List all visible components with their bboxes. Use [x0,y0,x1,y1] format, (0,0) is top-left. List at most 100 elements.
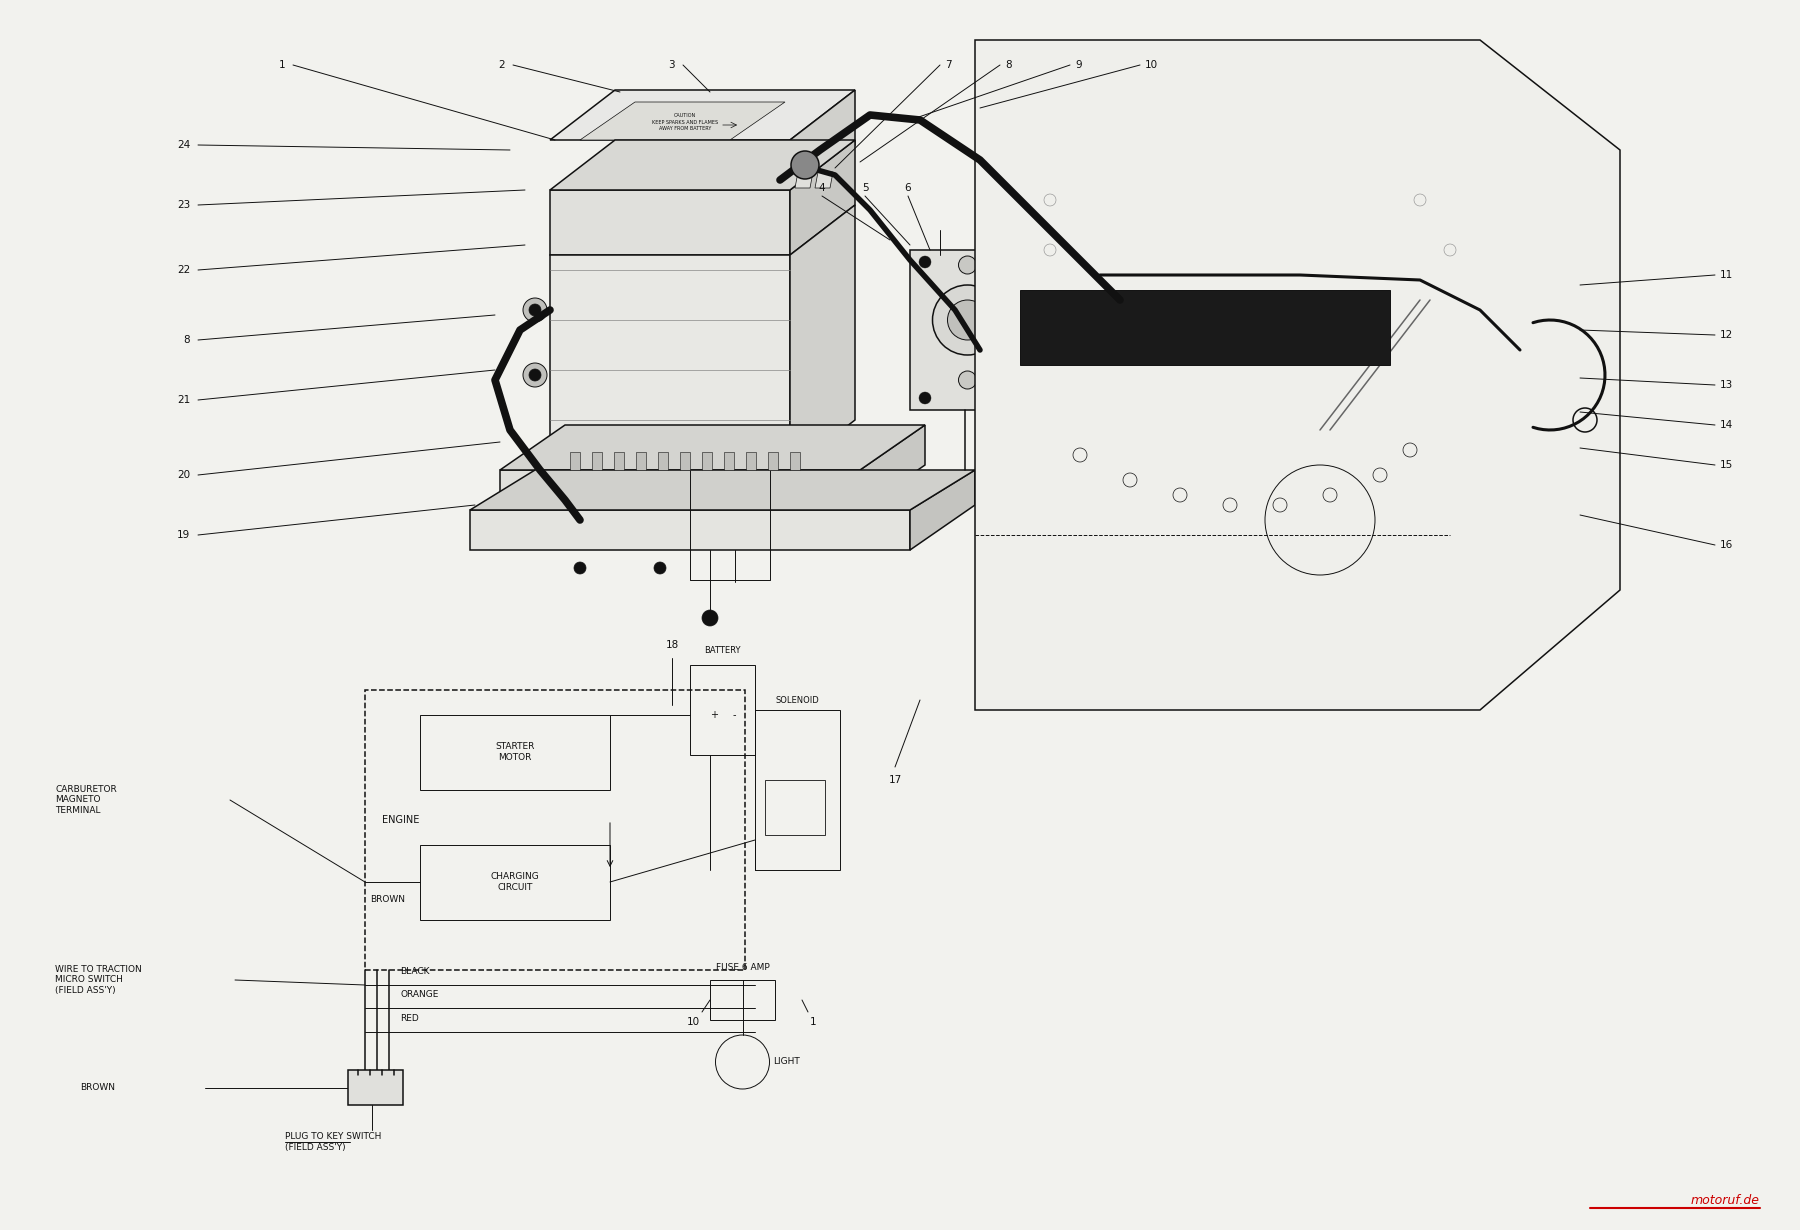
Text: 19: 19 [176,530,191,540]
Circle shape [702,610,718,626]
Text: FUSE 6 AMP: FUSE 6 AMP [716,963,769,972]
Bar [765,780,824,835]
Text: 12: 12 [1721,330,1733,339]
Text: 15: 15 [1721,460,1733,470]
Text: LIGHT: LIGHT [772,1058,799,1066]
Circle shape [524,363,547,387]
Circle shape [529,304,542,316]
Bar [754,710,841,870]
Bar [659,451,668,470]
Text: BROWN: BROWN [79,1084,115,1092]
Circle shape [529,369,542,381]
Polygon shape [500,470,860,510]
Bar [702,451,713,470]
Bar [614,451,625,470]
Text: 13: 13 [1721,380,1733,390]
Polygon shape [790,140,855,255]
Circle shape [1004,256,1015,268]
Text: 20: 20 [176,470,191,480]
Circle shape [920,256,931,268]
Polygon shape [580,102,785,140]
Circle shape [653,562,666,574]
Polygon shape [796,172,814,188]
Text: 23: 23 [176,200,191,210]
Circle shape [790,151,819,180]
Text: BLACK: BLACK [400,967,430,975]
Bar [365,690,745,970]
Text: 7: 7 [945,60,952,70]
Text: RED: RED [400,1014,419,1023]
Text: SOLENOID: SOLENOID [776,695,819,705]
Text: 14: 14 [1721,419,1733,430]
Polygon shape [976,41,1620,710]
Circle shape [947,300,988,339]
Text: 2: 2 [499,60,506,70]
Text: BROWN: BROWN [371,895,405,904]
Text: 4: 4 [819,183,826,193]
Polygon shape [790,90,855,189]
Text: 8: 8 [1004,60,1012,70]
Text: +: + [709,710,718,720]
Polygon shape [790,205,855,470]
Circle shape [524,298,547,322]
Text: 11: 11 [1721,271,1733,280]
Text: 6: 6 [905,183,911,193]
Text: CARBURETOR
MAGNETO
TERMINAL: CARBURETOR MAGNETO TERMINAL [56,785,117,815]
Bar [551,189,790,255]
Text: 17: 17 [889,775,902,785]
Polygon shape [551,140,855,189]
Circle shape [958,371,976,389]
Polygon shape [911,250,1024,410]
Text: 21: 21 [176,395,191,405]
Polygon shape [815,172,833,188]
Text: 24: 24 [176,140,191,150]
Polygon shape [470,470,976,510]
Text: BATTERY: BATTERY [704,646,742,656]
Bar [745,451,756,470]
Circle shape [920,392,931,403]
Bar [592,451,601,470]
Bar [419,845,610,920]
Bar [571,451,580,470]
Bar [680,451,689,470]
Bar [724,451,734,470]
Text: 5: 5 [862,183,868,193]
Text: ORANGE: ORANGE [400,990,439,999]
Bar [347,1070,403,1105]
Polygon shape [551,90,855,140]
Text: PLUG TO KEY SWITCH
(FIELD ASS'Y): PLUG TO KEY SWITCH (FIELD ASS'Y) [284,1133,382,1151]
Text: 3: 3 [668,60,675,70]
Text: 22: 22 [176,264,191,276]
Bar [689,665,754,755]
Text: ENGINE: ENGINE [382,815,419,825]
Text: STARTER
MOTOR: STARTER MOTOR [495,742,535,761]
Polygon shape [1021,290,1390,365]
Text: 1: 1 [810,1017,817,1027]
Circle shape [574,562,587,574]
Text: WIRE TO TRACTION
MICRO SWITCH
(FIELD ASS'Y): WIRE TO TRACTION MICRO SWITCH (FIELD ASS… [56,966,142,995]
Bar [419,715,610,790]
Text: 10: 10 [688,1017,700,1027]
Bar [790,451,799,470]
Polygon shape [911,470,976,550]
Polygon shape [500,426,925,470]
Bar [709,980,776,1020]
Bar [551,255,790,470]
Polygon shape [470,510,911,550]
Text: motoruf.de: motoruf.de [1690,1193,1760,1207]
Text: 1: 1 [279,60,284,70]
Circle shape [1004,392,1015,403]
Text: CHARGING
CIRCUIT: CHARGING CIRCUIT [491,872,540,892]
Text: 9: 9 [1075,60,1082,70]
Text: CAUTION
KEEP SPARKS AND FLAMES
AWAY FROM BATTERY: CAUTION KEEP SPARKS AND FLAMES AWAY FROM… [652,113,718,130]
Bar [635,451,646,470]
Bar [769,451,778,470]
Text: 16: 16 [1721,540,1733,550]
Polygon shape [860,426,925,510]
Circle shape [932,285,1003,355]
Text: 10: 10 [1145,60,1157,70]
Text: 18: 18 [666,640,679,649]
Text: -: - [733,710,736,720]
Circle shape [958,256,976,274]
Text: 8: 8 [184,335,191,344]
